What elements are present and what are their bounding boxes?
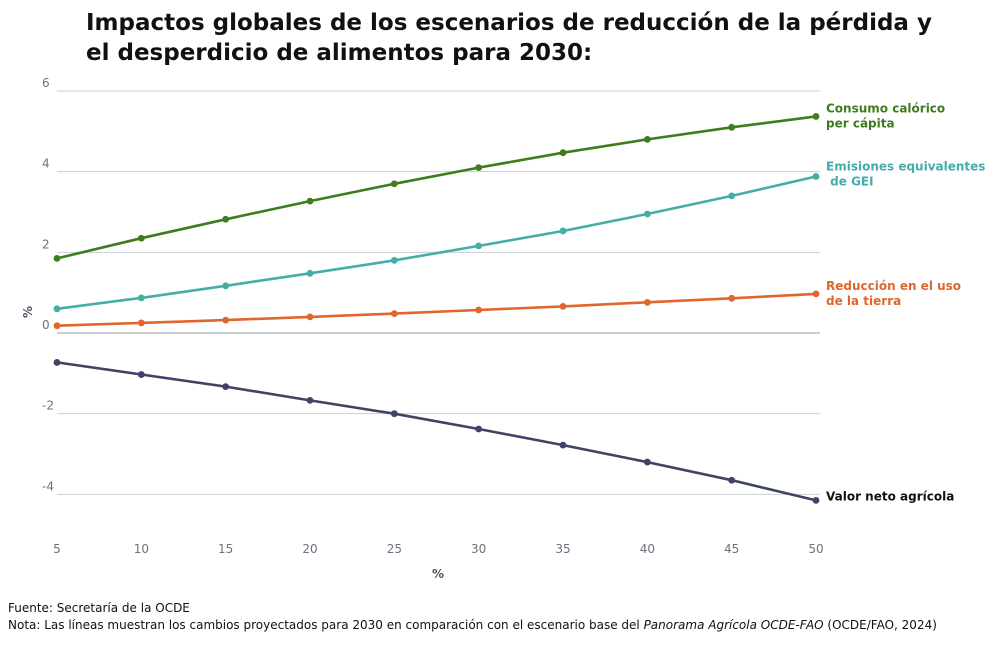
x-tick-labels: 5 10 15 20 25 30 35 40 45 50 xyxy=(53,542,823,556)
series-line-reduccion-en-el-uso-de-la-tierra xyxy=(55,292,818,328)
data-point-valor-neto-agricola xyxy=(137,371,145,378)
data-point-valor-neto-agricola xyxy=(812,496,820,504)
data-point-valor-neto-agricola xyxy=(475,425,483,433)
x-tick-label: 20 xyxy=(302,542,317,556)
series-label-line: Consumo calórico xyxy=(826,101,945,115)
x-tick-label: 50 xyxy=(808,542,823,556)
data-point-reduccion-en-el-uso-de-la-tierra xyxy=(559,302,567,310)
x-tick-label: 25 xyxy=(387,542,402,556)
data-point-emisiones-equivalentes-de-gei xyxy=(222,282,230,290)
note-prefix: Nota: Las líneas muestran los cambios pr… xyxy=(8,618,644,632)
x-tick-label: 40 xyxy=(640,542,655,556)
x-axis-label: % xyxy=(432,567,444,581)
data-point-reduccion-en-el-uso-de-la-tierra xyxy=(728,294,736,302)
data-point-valor-neto-agricola xyxy=(643,458,651,466)
chart-footer: Fuente: Secretaría de la OCDE Nota: Las … xyxy=(8,600,937,634)
y-axis-label: % xyxy=(21,306,35,318)
y-tick-label: 0 xyxy=(42,318,50,332)
data-point-reduccion-en-el-uso-de-la-tierra xyxy=(137,319,145,327)
data-point-reduccion-en-el-uso-de-la-tierra xyxy=(306,313,314,321)
series-label-line: de la tierra xyxy=(826,294,901,308)
data-point-emisiones-equivalentes-de-gei xyxy=(643,210,651,218)
x-tick-label: 5 xyxy=(53,542,61,556)
data-point-emisiones-equivalentes-de-gei xyxy=(475,242,483,250)
series-label-valor-neto-agricola: Valor neto agrícola xyxy=(826,489,954,503)
series-lines xyxy=(55,115,818,502)
series-label-reduccion-en-el-uso-de-la-tierra: Reducción en el uso de la tierra xyxy=(826,279,961,308)
data-point-reduccion-en-el-uso-de-la-tierra xyxy=(812,290,820,298)
data-point-reduccion-en-el-uso-de-la-tierra xyxy=(390,310,398,318)
data-point-consumo-calorico-per-capita xyxy=(306,197,314,205)
data-point-valor-neto-agricola xyxy=(559,441,567,449)
data-point-valor-neto-agricola xyxy=(222,383,230,391)
x-tick-label: 45 xyxy=(724,542,739,556)
data-point-consumo-calorico-per-capita xyxy=(390,180,398,188)
y-tick-label: 4 xyxy=(42,157,50,171)
data-point-consumo-calorico-per-capita xyxy=(643,136,651,143)
data-point-valor-neto-agricola xyxy=(53,359,61,366)
data-point-reduccion-en-el-uso-de-la-tierra xyxy=(475,306,483,314)
data-point-emisiones-equivalentes-de-gei xyxy=(137,294,145,302)
data-point-emisiones-equivalentes-de-gei xyxy=(812,173,820,180)
note-suffix: (OCDE/FAO, 2024) xyxy=(823,618,937,632)
y-tick-label: -2 xyxy=(42,399,54,413)
series-label-line: Reducción en el uso xyxy=(826,279,961,293)
data-point-consumo-calorico-per-capita xyxy=(728,123,736,131)
series-label-line: de GEI xyxy=(826,175,874,189)
data-point-reduccion-en-el-uso-de-la-tierra xyxy=(222,316,230,324)
series-points xyxy=(53,113,820,504)
chart-title: Impactos globales de los escenarios de r… xyxy=(86,10,932,66)
x-tick-label: 30 xyxy=(471,542,486,556)
data-point-emisiones-equivalentes-de-gei xyxy=(559,227,567,235)
source-note: Fuente: Secretaría de la OCDE xyxy=(8,601,190,615)
series-label-emisiones-equivalentes-de-gei: Emisiones equivalentes de GEI xyxy=(826,160,985,189)
data-point-consumo-calorico-per-capita xyxy=(559,149,567,157)
data-point-emisiones-equivalentes-de-gei xyxy=(306,269,314,277)
series-label-consumo-calorico-per-capita: Consumo calórico per cápita xyxy=(826,101,945,130)
data-point-consumo-calorico-per-capita xyxy=(812,113,820,120)
data-point-reduccion-en-el-uso-de-la-tierra xyxy=(53,322,61,330)
data-point-consumo-calorico-per-capita xyxy=(222,215,230,223)
data-point-valor-neto-agricola xyxy=(390,410,398,418)
x-tick-label: 10 xyxy=(134,542,149,556)
data-point-consumo-calorico-per-capita xyxy=(53,254,61,262)
y-tick-labels: 6 4 2 0 -2 -4 xyxy=(42,76,54,493)
data-point-reduccion-en-el-uso-de-la-tierra xyxy=(643,298,651,306)
series-labels: Consumo calórico per cápita Emisiones equi… xyxy=(826,101,985,503)
series-label-line: Emisiones equivalentes xyxy=(826,160,985,174)
series-line-consumo-calorico-per-capita xyxy=(55,115,818,260)
series-line-valor-neto-agricola xyxy=(55,361,818,502)
data-point-emisiones-equivalentes-de-gei xyxy=(53,305,61,313)
x-tick-label: 15 xyxy=(218,542,233,556)
data-point-consumo-calorico-per-capita xyxy=(137,234,145,242)
y-tick-label: 2 xyxy=(42,237,50,251)
series-line-emisiones-equivalentes-de-gei xyxy=(55,175,818,311)
y-tick-label: -4 xyxy=(42,479,54,493)
data-point-consumo-calorico-per-capita xyxy=(475,164,483,172)
data-point-emisiones-equivalentes-de-gei xyxy=(390,257,398,264)
series-label-line: Valor neto agrícola xyxy=(826,489,954,503)
x-tick-label: 35 xyxy=(555,542,570,556)
data-point-valor-neto-agricola xyxy=(306,396,314,404)
data-point-valor-neto-agricola xyxy=(728,476,736,484)
explanatory-note: Nota: Las líneas muestran los cambios pr… xyxy=(8,617,937,634)
note-publication-title: Panorama Agrícola OCDE-FAO xyxy=(643,618,824,632)
data-point-emisiones-equivalentes-de-gei xyxy=(728,192,736,200)
series-label-line: per cápita xyxy=(826,116,895,130)
y-tick-label: 6 xyxy=(42,76,50,90)
